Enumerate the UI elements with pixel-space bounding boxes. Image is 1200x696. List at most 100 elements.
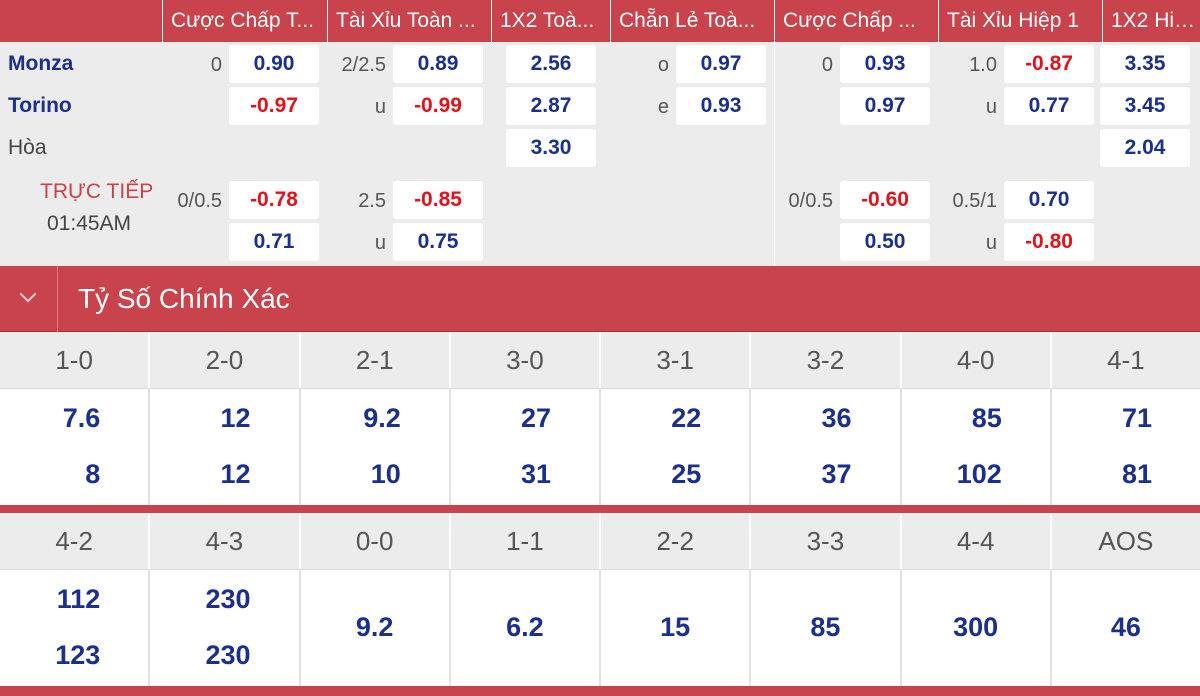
odds-value[interactable]: -0.60 <box>840 181 930 219</box>
score-cell: 112 123 <box>0 570 151 686</box>
odds-value[interactable]: 0.50 <box>840 223 930 261</box>
score-odds[interactable]: 85 <box>971 403 1002 433</box>
score-odds[interactable]: 81 <box>1121 459 1152 489</box>
chevron-down-icon[interactable] <box>0 266 58 332</box>
odds-value[interactable]: 3.45 <box>1100 87 1190 125</box>
score-label: 3-1 <box>601 332 752 388</box>
score-label: 3-3 <box>751 513 902 569</box>
score-odds[interactable]: 8 <box>85 459 101 489</box>
odds-value[interactable]: 0.70 <box>1004 181 1094 219</box>
odds-value[interactable]: -0.87 <box>1004 45 1094 83</box>
score-grid-2: 4-2 4-3 0-0 1-1 2-2 3-3 4-4 AOS 112 123 2… <box>0 513 1200 686</box>
score-labels-row: 4-2 4-3 0-0 1-1 2-2 3-3 4-4 AOS <box>0 513 1200 569</box>
header-handicap-h1[interactable]: Cược Chấp ... <box>774 0 938 42</box>
score-odds[interactable]: 230 <box>205 640 251 670</box>
ou-line: u <box>985 96 997 118</box>
odds-value[interactable]: -0.99 <box>393 87 483 125</box>
oddeven-line: e <box>657 96 669 118</box>
bottom-bar <box>0 686 1200 696</box>
ou-line: 0.5/1 <box>952 190 997 212</box>
odds-value[interactable]: 0.77 <box>1004 87 1094 125</box>
score-label: 2-1 <box>301 332 451 388</box>
odds-value[interactable]: -0.80 <box>1004 223 1094 261</box>
score-cell: 27 31 <box>451 389 601 506</box>
odds-value[interactable]: 2.87 <box>506 87 596 125</box>
score-odds[interactable]: 25 <box>671 459 702 489</box>
score-odds[interactable]: 300 <box>953 612 999 642</box>
score-label: 2-0 <box>150 332 301 388</box>
ou-line: u <box>374 96 386 118</box>
away-team[interactable]: Torino <box>8 94 72 117</box>
header-overunder-full[interactable]: Tài Xỉu Toàn ... <box>327 0 491 42</box>
score-grid-1: 1-0 2-0 2-1 3-0 3-1 3-2 4-0 4-1 7.6 8 12 1… <box>0 332 1200 506</box>
handicap-line: 0/0.5 <box>788 190 833 212</box>
header-overunder-h1[interactable]: Tài Xỉu Hiệp 1 <box>938 0 1102 42</box>
score-odds[interactable]: 22 <box>671 403 702 433</box>
score-odds[interactable]: 112 <box>56 584 101 614</box>
header-oddeven-full[interactable]: Chẵn Lẻ Toà... <box>610 0 774 42</box>
score-cell: 300 <box>902 570 1052 686</box>
oddeven-line: o <box>657 54 669 76</box>
score-label: 4-1 <box>1107 345 1145 375</box>
odds-value[interactable]: 3.30 <box>506 129 596 167</box>
ou-line: u <box>985 232 997 254</box>
score-odds[interactable]: 36 <box>821 403 852 433</box>
odds-value[interactable]: 0.75 <box>393 223 483 261</box>
score-odds[interactable]: 31 <box>520 459 551 489</box>
score-odds[interactable]: 102 <box>956 459 1002 489</box>
score-odds[interactable]: 6.2 <box>506 612 544 642</box>
score-odds[interactable]: 10 <box>370 459 401 489</box>
odds-divider <box>774 42 775 266</box>
score-cell: 6.2 <box>451 570 601 686</box>
odds-value[interactable]: 0.93 <box>840 45 930 83</box>
score-odds[interactable]: 27 <box>520 403 551 433</box>
odds-value[interactable]: 0.97 <box>676 45 766 83</box>
score-cell: 85 102 <box>902 389 1052 506</box>
score-label: 4-2 <box>0 513 151 569</box>
score-odds[interactable]: 12 <box>220 459 251 489</box>
header-handicap-full[interactable]: Cược Chấp T... <box>162 0 327 42</box>
home-team[interactable]: Monza <box>8 52 74 75</box>
score-cell: 15 <box>601 570 752 686</box>
score-label: 1-0 <box>0 332 151 388</box>
score-cell: 85 <box>751 570 902 686</box>
odds-value[interactable]: -0.78 <box>229 181 319 219</box>
score-cell: 36 37 <box>751 389 902 506</box>
score-odds[interactable]: 15 <box>660 612 691 642</box>
score-odds[interactable]: 46 <box>1110 612 1141 642</box>
score-odds[interactable]: 7.6 <box>62 403 101 433</box>
score-odds[interactable]: 9.2 <box>355 612 394 642</box>
odds-header: Cược Chấp T... Tài Xỉu Toàn ... 1X2 Toà.… <box>0 0 1200 42</box>
score-odds[interactable]: 123 <box>55 640 101 670</box>
odds-value[interactable]: 2.04 <box>1100 129 1190 167</box>
score-cell: 46 <box>1052 570 1200 686</box>
odds-value[interactable]: 0.71 <box>229 223 319 261</box>
score-label: 4-4 <box>902 513 1052 569</box>
handicap-line: 0 <box>210 54 222 76</box>
score-cell: 71 81 <box>1052 389 1200 506</box>
odds-value[interactable]: 0.90 <box>229 45 319 83</box>
score-odds[interactable]: 85 <box>810 612 841 642</box>
correct-score-section-header[interactable]: Tỷ Số Chính Xác <box>0 266 1200 332</box>
score-cell: 9.2 <box>301 570 451 686</box>
score-odds[interactable]: 9.2 <box>363 403 401 433</box>
score-label: 4-3 <box>150 513 301 569</box>
odds-value[interactable]: -0.85 <box>393 181 483 219</box>
odds-value[interactable]: 0.97 <box>840 87 930 125</box>
score-odds[interactable]: 230 <box>205 584 251 614</box>
odds-value[interactable]: 0.89 <box>393 45 483 83</box>
score-odds[interactable]: 71 <box>1121 403 1152 433</box>
match-time: 01:45AM <box>47 212 132 235</box>
score-label: 4-0 <box>902 332 1052 388</box>
odds-value[interactable]: -0.97 <box>229 87 319 125</box>
score-odds[interactable]: 37 <box>821 459 852 489</box>
odds-value[interactable]: 2.56 <box>506 45 596 83</box>
header-1x2-h1[interactable]: 1X2 Hiệ... <box>1102 0 1200 42</box>
score-cell: 12 12 <box>150 389 301 506</box>
odds-value[interactable]: 3.35 <box>1100 45 1190 83</box>
odds-value[interactable]: 0.93 <box>676 87 766 125</box>
score-odds[interactable]: 12 <box>220 403 251 433</box>
header-1x2-full[interactable]: 1X2 Toà... <box>491 0 610 42</box>
draw-label: Hòa <box>8 136 47 159</box>
section-separator <box>0 505 1200 513</box>
